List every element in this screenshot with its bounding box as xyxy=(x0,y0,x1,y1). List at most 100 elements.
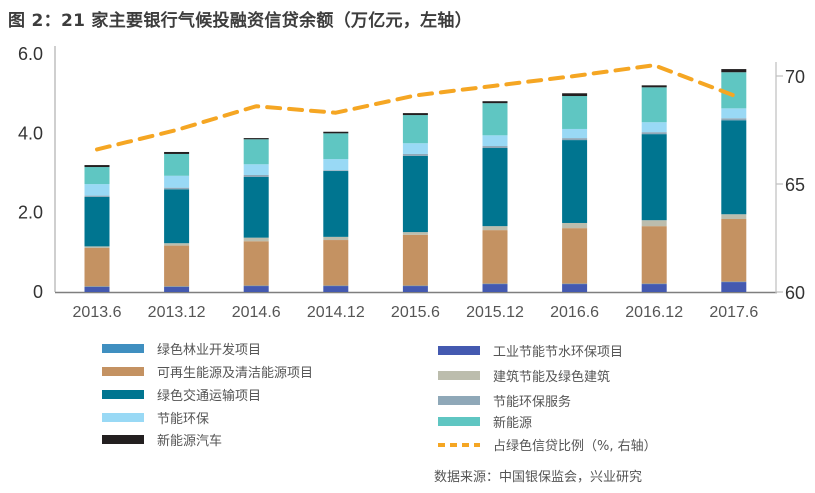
bar-segment xyxy=(641,226,667,284)
legend-line-swatch xyxy=(438,442,480,447)
chart-title: 图 2：21 家主要银行气候投融资信贷余额（万亿元，左轴） xyxy=(8,11,473,31)
bar-segment xyxy=(323,159,349,171)
y2-tick-label: 60 xyxy=(785,283,805,303)
bar-segment xyxy=(243,237,269,242)
bar-segment xyxy=(164,286,190,292)
bar-segment xyxy=(84,165,110,168)
bar-segment xyxy=(323,170,349,172)
x-tick-label: 2015.6 xyxy=(391,304,440,321)
bar-segment xyxy=(323,133,349,160)
bar-stack xyxy=(482,101,508,292)
y-tick-label: 6.0 xyxy=(18,44,43,64)
bar-segment xyxy=(482,135,508,147)
bar-segment xyxy=(562,140,588,223)
bar-segment xyxy=(641,134,667,221)
x-tick-label: 2013.12 xyxy=(148,304,206,321)
data-source: 数据来源：中国银保监会，兴业研究 xyxy=(434,470,643,485)
x-tick-label: 2015.12 xyxy=(466,304,524,321)
bar-segment xyxy=(562,93,588,97)
legend-label: 新能源 xyxy=(493,416,533,431)
legend-item: 绿色林业开发项目 xyxy=(102,339,261,358)
bar-segment xyxy=(323,131,349,134)
legend-swatch xyxy=(102,413,144,422)
bar-segment xyxy=(84,246,110,248)
bar-stack xyxy=(84,165,110,292)
bar-segment xyxy=(721,214,747,220)
bar-segment xyxy=(243,176,269,238)
bar-segment xyxy=(402,115,428,144)
axes xyxy=(54,46,777,294)
bar-segment xyxy=(402,143,428,154)
legend-swatch xyxy=(438,371,480,380)
bar-segment xyxy=(84,196,110,247)
bar-segment xyxy=(84,167,110,185)
legend-item: 节能环保服务 xyxy=(438,391,571,410)
bar-segment xyxy=(482,284,508,292)
bar-segment xyxy=(562,138,588,141)
bar-segment xyxy=(641,132,667,135)
chart-area: 0 2.0 4.0 6.0 60 65 70 2013.6 2013.12 2014.6 2014.… xyxy=(18,44,805,321)
legend-label: 占绿色信贷比例（%, 右轴） xyxy=(493,439,657,454)
legend-label: 建筑节能及绿色建筑 xyxy=(493,370,611,385)
legend-item: 占绿色信贷比例（%, 右轴） xyxy=(438,435,657,454)
bar-stack xyxy=(402,113,428,292)
bar-segment xyxy=(243,139,269,165)
bar-segment xyxy=(641,122,667,133)
legend-swatch xyxy=(102,435,144,444)
y-tick-label: 0 xyxy=(33,282,43,302)
bar-segment xyxy=(164,189,190,244)
tick-labels: 0 2.0 4.0 6.0 60 65 70 2013.6 2013.12 2014.6 2014.… xyxy=(18,44,805,321)
legend-swatch xyxy=(438,396,480,405)
bar-segment xyxy=(243,138,269,140)
bar-segment xyxy=(323,286,349,292)
legend-item: 节能环保 xyxy=(102,408,209,427)
legend-swatch xyxy=(102,390,144,399)
bar-segment xyxy=(562,96,588,129)
bar-segment xyxy=(482,226,508,231)
bar-segment xyxy=(721,69,747,73)
bar-stack xyxy=(243,138,269,292)
bar-segment xyxy=(721,219,747,282)
bar-segment xyxy=(721,108,747,119)
legend-swatch xyxy=(102,367,144,376)
bar-segment xyxy=(562,228,588,284)
bar-segment xyxy=(84,184,110,196)
legend-label: 绿色交通运输项目 xyxy=(157,389,262,404)
legend-item: 工业节能节水环保项目 xyxy=(438,341,623,360)
bar-segment xyxy=(164,245,190,287)
bar-segment xyxy=(402,153,428,156)
bar-segment xyxy=(84,195,110,197)
bar-segment xyxy=(562,222,588,229)
bar-stack xyxy=(641,85,667,292)
bar-segment xyxy=(164,187,190,190)
bar-segment xyxy=(482,146,508,149)
bar-stack xyxy=(721,69,747,292)
legend-label: 新能源汽车 xyxy=(157,434,223,449)
bar-segment xyxy=(402,155,428,233)
bar-segment xyxy=(641,87,667,123)
legend-label: 节能环保 xyxy=(157,412,210,427)
x-tick-label: 2014.12 xyxy=(307,304,365,321)
bar-segment xyxy=(164,153,190,176)
bar-segment xyxy=(402,286,428,292)
bar-segment xyxy=(721,282,747,292)
ratio-line-path xyxy=(95,63,736,152)
legend-swatch xyxy=(102,344,144,353)
bar-stack xyxy=(323,131,349,292)
bar-segment xyxy=(84,247,110,287)
bar-segment xyxy=(641,220,667,227)
bar-stack xyxy=(164,151,190,292)
bar-segment xyxy=(562,128,588,139)
legend-item: 新能源 xyxy=(438,412,532,431)
y2-tick-label: 65 xyxy=(785,175,805,195)
bars xyxy=(84,69,747,292)
bar-segment xyxy=(243,174,269,177)
y2-tick-label: 70 xyxy=(785,67,805,87)
legend-item: 绿色交通运输项目 xyxy=(102,385,261,404)
bar-segment xyxy=(243,164,269,175)
bar-segment xyxy=(482,230,508,284)
bar-segment xyxy=(482,103,508,136)
y-tick-label: 4.0 xyxy=(18,123,43,143)
bar-segment xyxy=(243,241,269,286)
bar-segment xyxy=(164,175,190,188)
